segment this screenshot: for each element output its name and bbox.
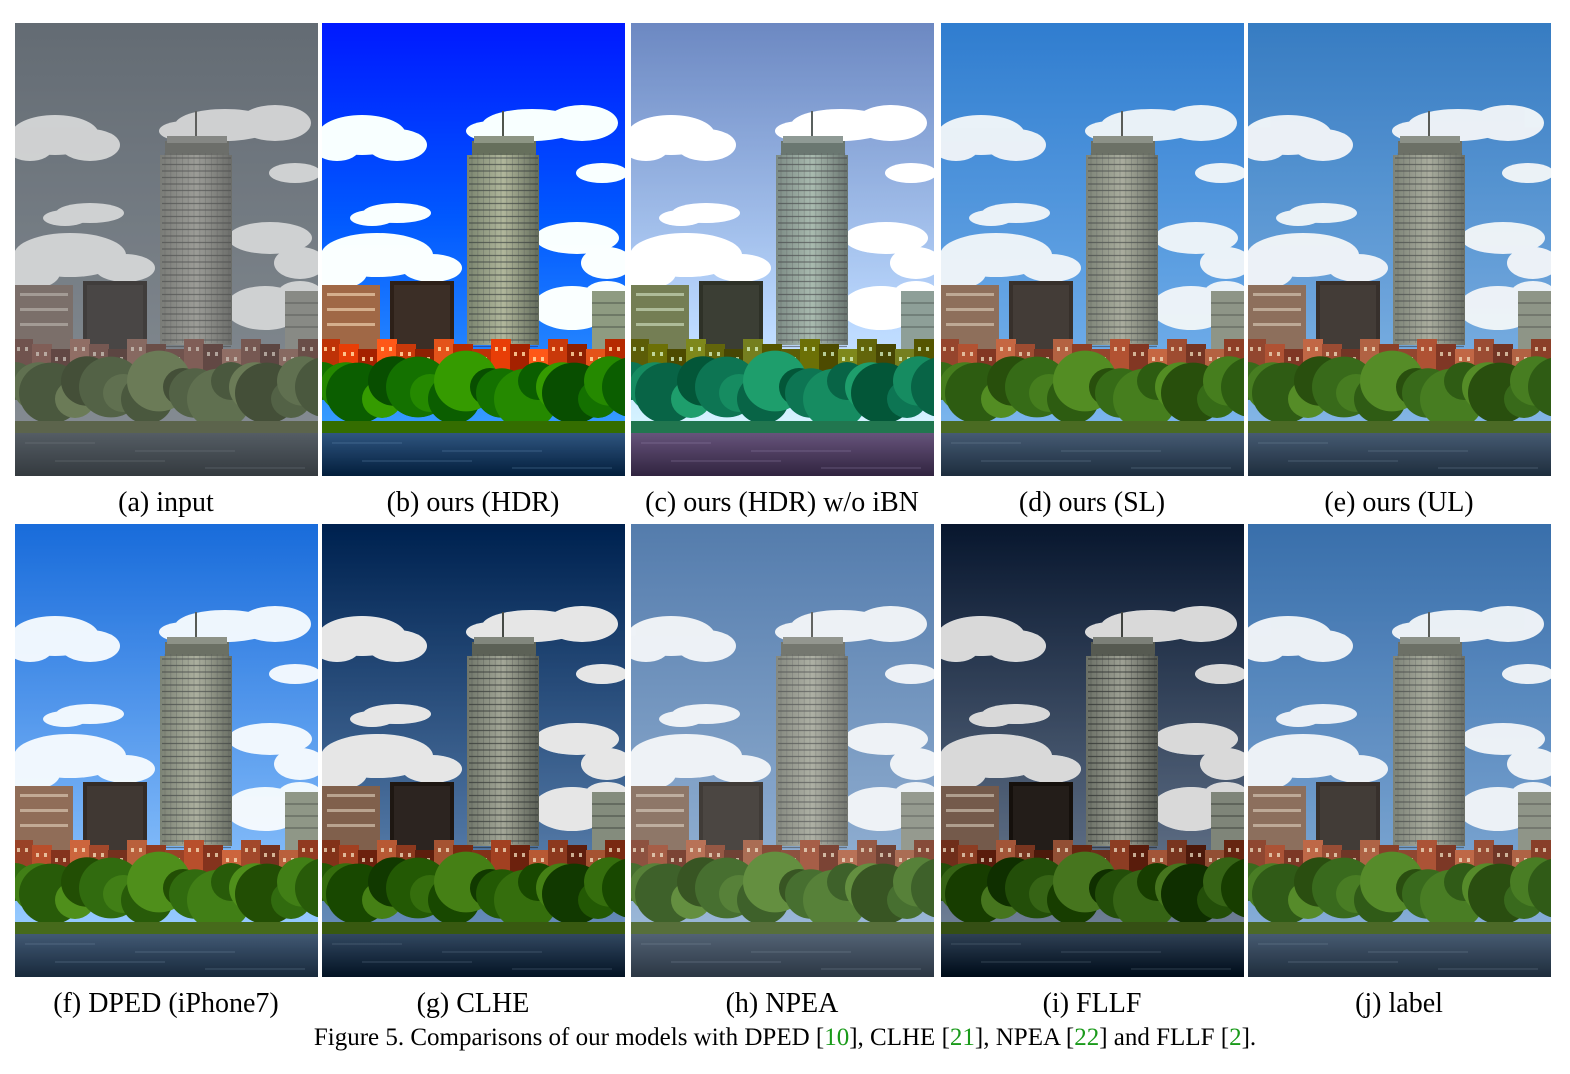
panel-h-npea (631, 524, 934, 977)
caption-d: (d) ours (SL) (1018, 487, 1166, 518)
caption-e: (e) ours (UL) (1324, 487, 1474, 518)
citation-link-2[interactable]: 2 (1229, 1024, 1242, 1051)
caption-g: (g) CLHE (416, 988, 530, 1019)
panel-i-fllf (941, 524, 1244, 977)
citation-link-21[interactable]: 21 (949, 1024, 975, 1051)
figure-caption-text: ], NPEA [ (974, 1024, 1075, 1051)
caption-h: (h) NPEA (725, 988, 839, 1019)
figure-caption-text: Figure 5. Comparisons of our models with… (313, 1024, 825, 1051)
figure-caption: Figure 5. Comparisons of our models with… (0, 1022, 1570, 1054)
caption-a: (a) input (118, 487, 214, 518)
caption-i: (i) FLLF (1042, 988, 1142, 1019)
panel-d-ours-sl (941, 23, 1244, 476)
citation-link-22[interactable]: 22 (1074, 1024, 1100, 1051)
caption-j: (j) label (1355, 988, 1443, 1019)
figure-caption-text: ]. (1241, 1024, 1257, 1051)
panel-a-input (15, 23, 318, 476)
citation-link-10[interactable]: 10 (824, 1024, 850, 1051)
panel-g-clhe (322, 524, 625, 977)
panel-b-ours-hdr (322, 23, 625, 476)
caption-c: (c) ours (HDR) w/o iBN (645, 487, 919, 518)
figure-caption-text: ], CLHE [ (849, 1024, 950, 1051)
panel-j-label (1248, 524, 1551, 977)
panel-f-dped (15, 524, 318, 977)
caption-f: (f) DPED (iPhone7) (53, 988, 279, 1019)
panel-e-ours-ul (1248, 23, 1551, 476)
figure-caption-text: ] and FLLF [ (1099, 1024, 1230, 1051)
panel-c-ours-hdr-wo-ibn (631, 23, 934, 476)
caption-b: (b) ours (HDR) (386, 487, 560, 518)
